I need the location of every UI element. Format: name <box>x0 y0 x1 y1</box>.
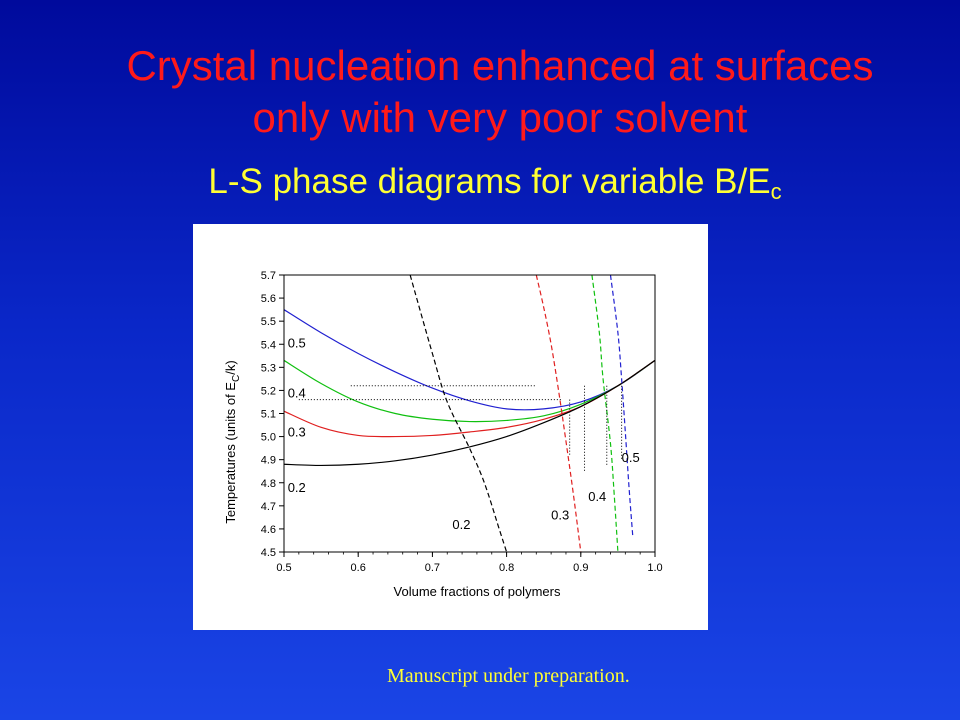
curve-annotation: 0.3 <box>551 508 569 523</box>
liquidus-curve-04-1 <box>284 359 655 423</box>
y-tick-label: 4.5 <box>261 547 276 559</box>
y-tick-label: 5.5 <box>261 316 276 328</box>
curve-annotation: 0.3 <box>288 425 306 440</box>
y-tick-label: 5.3 <box>261 362 276 374</box>
subtitle-text: L-S phase diagrams for variable B/E <box>208 162 771 201</box>
y-tick-label: 4.6 <box>261 524 276 536</box>
curve-annotation: 0.4 <box>588 489 606 504</box>
x-tick-label: 1.0 <box>647 562 662 574</box>
curve-annotation: 0.5 <box>288 336 306 351</box>
solidus-curve-05-7 <box>609 275 634 536</box>
x-tick-label: 0.8 <box>499 562 514 574</box>
y-axis-label-main: Temperatures (units of E <box>223 382 238 524</box>
solidus-curve-02-4 <box>409 275 508 552</box>
x-tick-label: 0.7 <box>425 562 440 574</box>
y-tick-label: 5.0 <box>261 432 276 444</box>
guides-layer <box>298 385 623 472</box>
x-tick-label: 0.9 <box>573 562 588 574</box>
subtitle-subscript: c <box>770 179 782 204</box>
y-axis-label-end: /k) <box>223 360 238 374</box>
plot-frame <box>283 274 656 553</box>
slide-subtitle: L-S phase diagrams for variable B/Ec <box>0 160 960 214</box>
x-tick-label: 0.5 <box>276 562 291 574</box>
liquidus-curve-05-0 <box>284 309 655 411</box>
curve-annotation: 0.5 <box>622 450 640 465</box>
solidus-curve-03-5 <box>535 275 582 552</box>
curves-layer <box>284 275 655 552</box>
axes-layer: 0.5 0.6 0.7 0.8 0.9 1.0 4.5 4.6 4.7 4.8 4.9 5.0 5.1 5… <box>261 270 663 574</box>
footnote: Manuscript under preparation. <box>387 665 630 687</box>
y-tick-label: 4.7 <box>261 501 276 513</box>
y-axis-label-sub: C <box>231 375 242 382</box>
y-tick-label: 5.1 <box>261 409 276 421</box>
slide-title-line-2: only with very poor solvent <box>252 94 748 141</box>
y-tick-label: 5.4 <box>261 339 276 351</box>
curve-annotation: 0.2 <box>452 517 470 532</box>
y-tick-label: 4.9 <box>261 455 276 467</box>
y-axis-label: Temperatures (units of EC/k) <box>223 360 242 523</box>
y-tick-label: 5.6 <box>261 293 276 305</box>
y-tick-label: 5.2 <box>261 385 276 397</box>
curve-annotation: 0.4 <box>288 385 306 400</box>
y-tick-label: 5.7 <box>261 270 276 282</box>
phase-diagram-panel: 0.5 0.6 0.7 0.8 0.9 1.0 4.5 4.6 4.7 4.8 4.9 5.0 5.1 5… <box>193 224 708 630</box>
liquidus-curve-02-3 <box>284 359 655 467</box>
phase-diagram-chart: 0.5 0.6 0.7 0.8 0.9 1.0 4.5 4.6 4.7 4.8 4.9 5.0 5.1 5… <box>223 270 663 599</box>
liquidus-curve-03-2 <box>284 359 655 438</box>
y-tick-label: 4.8 <box>261 478 276 490</box>
curve-annotation: 0.2 <box>288 480 306 495</box>
slide-title: Crystal nucleation enhanced at surfaces … <box>40 40 960 144</box>
slide-title-line-1: Crystal nucleation enhanced at surfaces <box>126 42 874 89</box>
solidus-curve-04-6 <box>591 275 619 552</box>
x-axis-label: Volume fractions of polymers <box>394 584 561 599</box>
annotations-layer: 0.5 0.4 0.3 0.2 0.2 0.3 0.4 0.5 <box>288 336 640 532</box>
x-tick-label: 0.6 <box>351 562 366 574</box>
